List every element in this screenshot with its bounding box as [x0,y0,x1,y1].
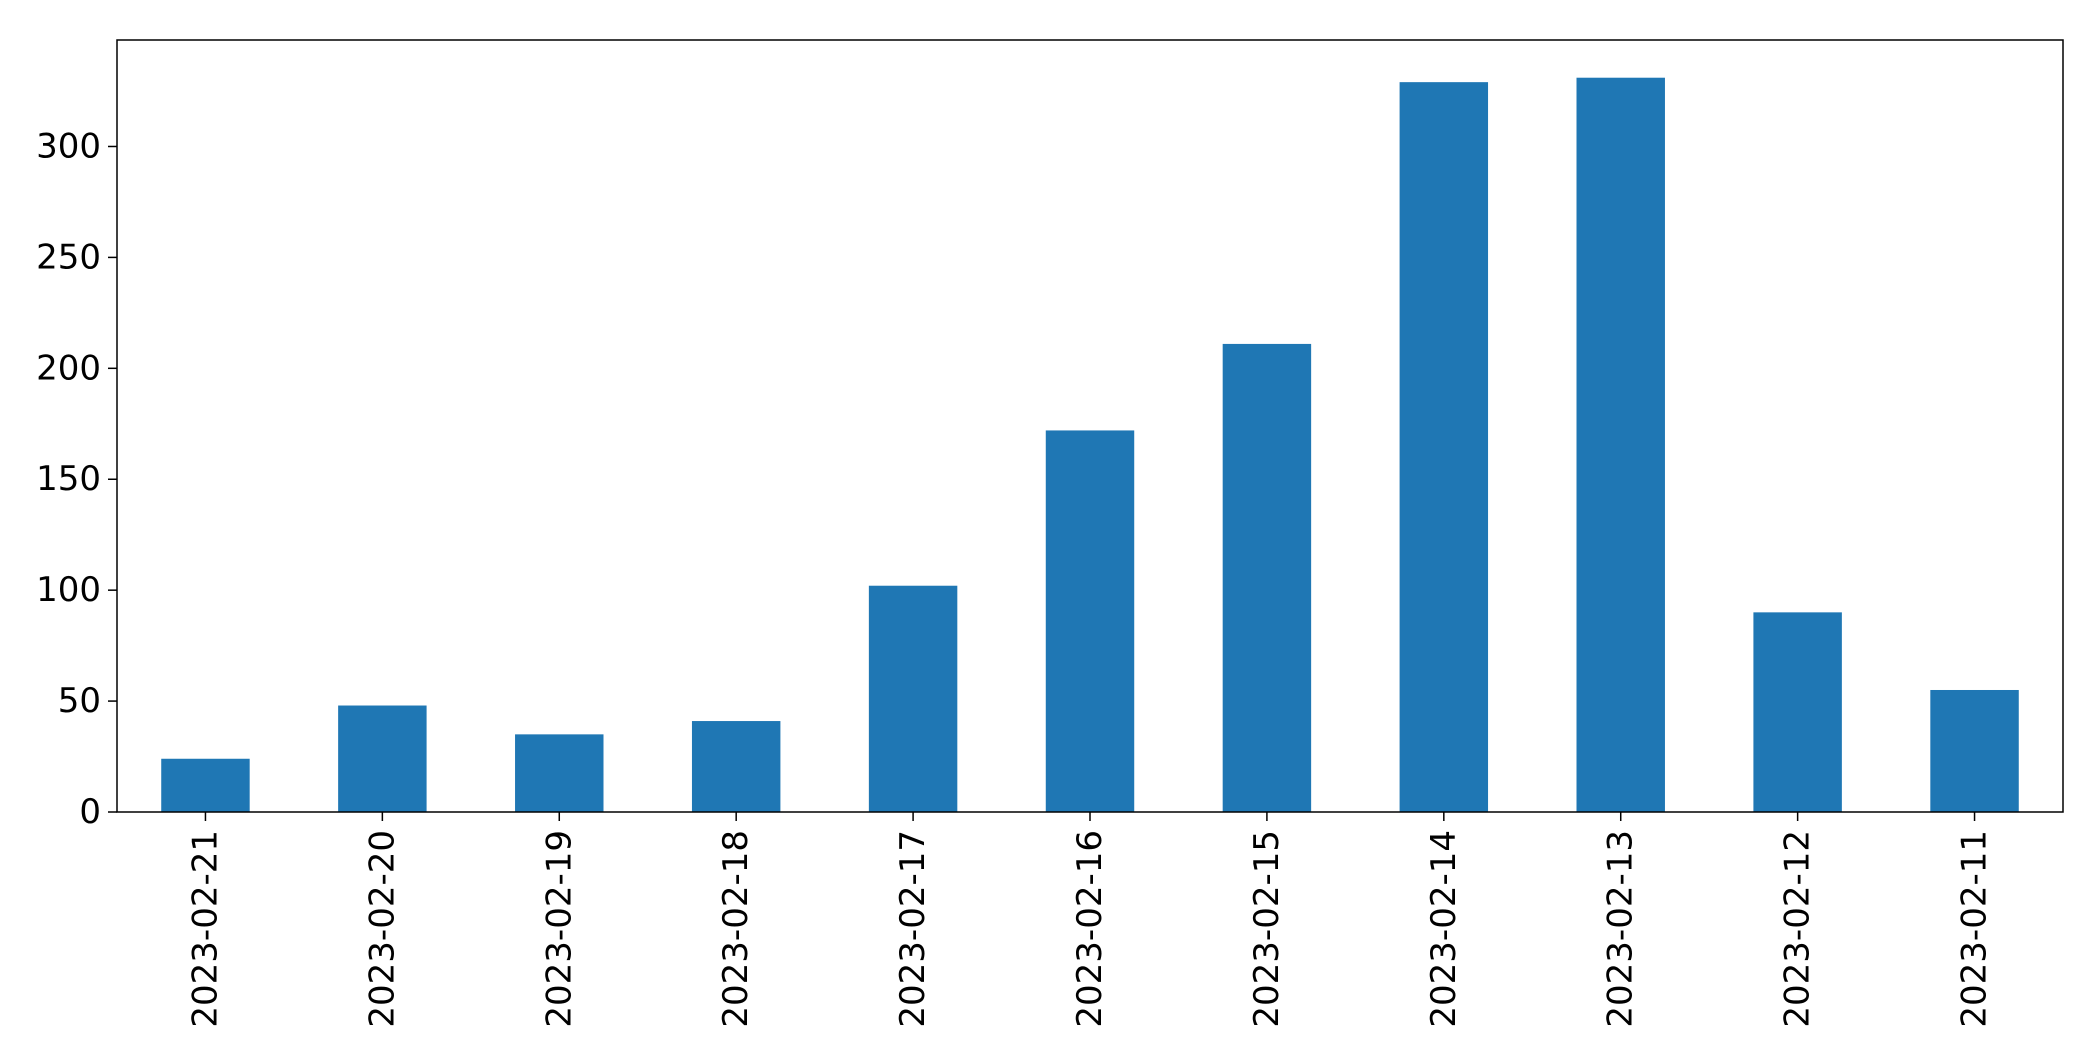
x-tick-label: 2023-02-18 [716,830,756,1028]
y-axis: 0 50 100 150 200 250 300 [36,126,117,832]
bar-2023-02-11 [1930,689,2019,812]
x-tick-label: 2023-02-21 [185,830,225,1028]
x-tick-label: 2023-02-13 [1601,830,1641,1028]
x-tick-label: 2023-02-20 [362,830,402,1028]
bar-2023-02-20 [338,705,427,812]
x-tick-label: 2023-02-17 [893,830,933,1028]
plot-frame [116,39,2064,813]
x-tick-label: 2023-02-16 [1070,830,1110,1028]
x-tick-label: 2023-02-11 [1955,830,1995,1028]
bars-group [161,77,2019,813]
y-tick-label: 100 [36,570,101,610]
y-tick-label: 250 [36,237,101,277]
bar-2023-02-12 [1753,612,1842,812]
y-tick-label: 50 [58,681,101,721]
y-tick-label: 0 [79,792,101,832]
y-tick-label: 300 [36,126,101,166]
bar-2023-02-13 [1576,77,1665,812]
bar-2023-02-16 [1045,430,1135,812]
bar-2023-02-17 [868,585,958,812]
bar-2023-02-18 [691,721,781,812]
x-tick-label: 2023-02-19 [539,830,579,1028]
bar-2023-02-21 [161,758,250,812]
x-tick-label: 2023-02-12 [1778,830,1818,1028]
y-tick-label: 150 [36,459,101,499]
bar-2023-02-19 [515,734,604,812]
y-tick-label: 200 [36,348,101,388]
x-axis: 2023-02-21 2023-02-20 2023-02-19 2023-02-18… [185,812,1995,1028]
bar-2023-02-14 [1399,82,1489,813]
x-tick-label: 2023-02-15 [1247,830,1287,1028]
x-tick-label: 2023-02-14 [1424,830,1464,1028]
bar-2023-02-15 [1222,343,1312,812]
